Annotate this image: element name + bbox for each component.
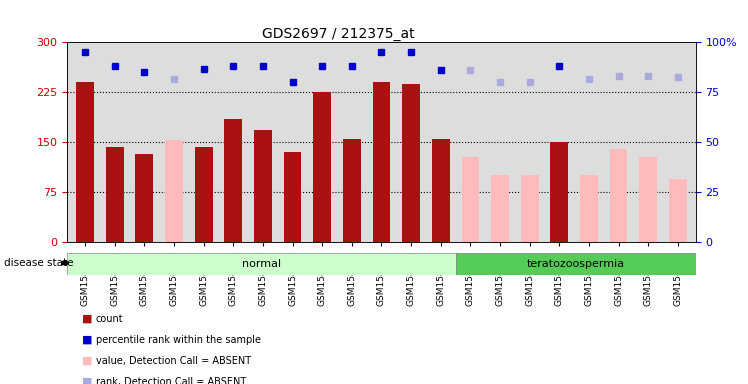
Bar bbox=[343, 139, 361, 242]
Bar bbox=[313, 92, 331, 242]
FancyBboxPatch shape bbox=[456, 253, 696, 275]
Text: GDS2697 / 212375_at: GDS2697 / 212375_at bbox=[262, 27, 414, 41]
Bar bbox=[462, 157, 479, 242]
Text: percentile rank within the sample: percentile rank within the sample bbox=[96, 335, 261, 345]
Bar bbox=[551, 142, 568, 242]
Bar bbox=[610, 149, 628, 242]
Bar bbox=[580, 175, 598, 242]
Text: ■: ■ bbox=[82, 314, 93, 324]
FancyBboxPatch shape bbox=[67, 253, 456, 275]
Bar bbox=[283, 152, 301, 242]
Bar bbox=[402, 84, 420, 242]
Text: ■: ■ bbox=[82, 356, 93, 366]
Text: value, Detection Call = ABSENT: value, Detection Call = ABSENT bbox=[96, 356, 251, 366]
Text: ■: ■ bbox=[82, 377, 93, 384]
Text: disease state: disease state bbox=[4, 258, 73, 268]
Bar bbox=[194, 147, 212, 242]
Bar bbox=[76, 82, 94, 242]
Bar bbox=[669, 179, 687, 242]
Bar bbox=[254, 130, 272, 242]
Text: teratozoospermia: teratozoospermia bbox=[527, 259, 625, 269]
Bar bbox=[640, 157, 657, 242]
Bar bbox=[224, 119, 242, 242]
Bar bbox=[165, 140, 183, 242]
Bar bbox=[491, 175, 509, 242]
Text: ■: ■ bbox=[82, 335, 93, 345]
Text: count: count bbox=[96, 314, 123, 324]
Bar bbox=[521, 175, 539, 242]
Text: rank, Detection Call = ABSENT: rank, Detection Call = ABSENT bbox=[96, 377, 246, 384]
Text: normal: normal bbox=[242, 259, 281, 269]
Bar bbox=[106, 147, 123, 242]
Bar bbox=[373, 82, 390, 242]
Bar bbox=[432, 139, 450, 242]
Bar bbox=[135, 154, 153, 242]
